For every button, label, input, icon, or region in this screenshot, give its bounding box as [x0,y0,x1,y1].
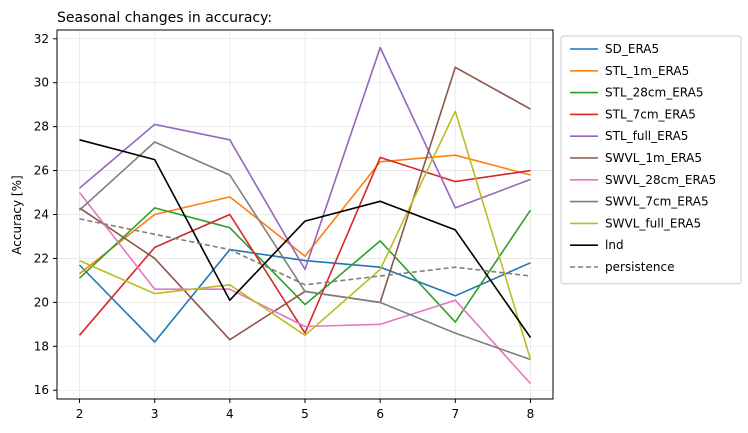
legend-label: STL_28cm_ERA5 [605,86,703,100]
legend-label: STL_1m_ERA5 [605,64,689,78]
x-tick-label: 6 [376,407,384,421]
x-tick-label: 7 [451,407,459,421]
legend: SD_ERA5 STL_1m_ERA5 STL_28cm_ERA5 STL_7cm_E… [560,35,742,285]
legend-label: SWVL_28cm_ERA5 [605,173,716,187]
series-line-stl-7cm-era5 [78,156,531,336]
legend-label: SWVL_full_ERA5 [605,216,701,230]
x-tick-label: 5 [301,407,309,421]
legend-label: STL_7cm_ERA5 [605,107,696,121]
series-line-persistence [79,218,531,286]
series-lines [78,46,532,385]
x-tick-label: 8 [527,407,535,421]
y-tick-label: 30 [34,76,49,90]
x-tick-label: 4 [226,407,234,421]
y-tick-label: 32 [34,32,49,46]
legend-label: persistence [605,260,674,274]
x-tick-label: 2 [76,407,84,421]
legend-box [560,35,742,285]
grid [57,30,553,399]
legend-label: SD_ERA5 [605,42,659,56]
x-tick-label: 3 [151,407,159,421]
legend-label: SWVL_1m_ERA5 [605,151,702,165]
y-tick-label: 20 [34,295,49,309]
series-line-swvl-7cm-era5 [78,141,531,361]
y-tick-label: 16 [34,383,49,397]
axis-ticks: 2 3 4 5 6 7 8 16 18 20 22 24 26 28 30 32 [34,32,535,421]
series-line-stl-1m-era5 [79,154,531,275]
y-tick-label: 28 [34,120,49,134]
y-tick-label: 22 [34,251,49,265]
series-line-swvl-full-era5 [79,110,532,360]
y-tick-label: 18 [34,339,49,353]
series-line-sd-era5 [78,248,531,343]
y-tick-label: 26 [34,164,49,178]
legend-label: lnd [605,238,624,252]
y-tick-label: 24 [34,208,49,222]
series-line-stl-28cm-era5 [78,207,532,323]
legend-label: SWVL_7cm_ERA5 [605,195,709,209]
series-line-stl-full-era5 [78,46,531,271]
series-line-lnd [79,139,532,338]
series-line-swvl-28cm-era5 [78,192,532,385]
chart-title: Seasonal changes in accuracy: [57,10,272,26]
legend-label: STL_full_ERA5 [605,129,688,143]
y-axis-label: Accuracy [%] [10,175,24,254]
